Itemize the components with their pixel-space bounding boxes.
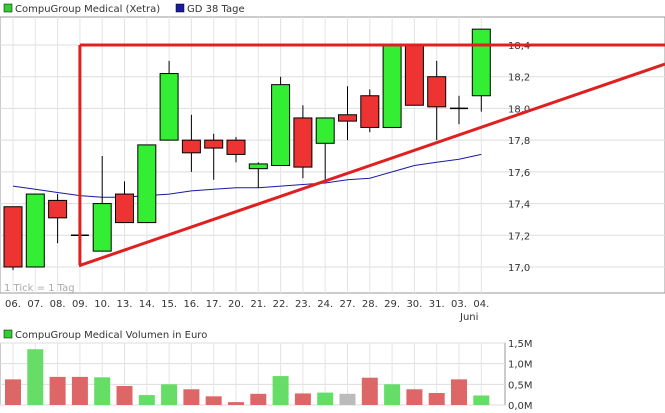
x-tick-label: 03.: [451, 299, 467, 310]
candle-body-up: [248, 163, 268, 170]
volume-bar: [428, 393, 445, 405]
volume-bar: [49, 376, 66, 405]
tick-note: 1 Tick = 1 Tag: [4, 283, 75, 294]
moving-average-layer: [12, 153, 482, 198]
volume-legend-swatch: [3, 329, 13, 339]
volume-bar: [294, 393, 311, 405]
candle-body-up: [159, 73, 179, 141]
candle-body-up: [471, 28, 491, 97]
x-tick-label: 14.: [139, 299, 155, 310]
volume-bar: [5, 379, 21, 405]
x-tick-label: 08.: [50, 299, 66, 310]
volume-bar: [161, 384, 178, 405]
x-tick-label: 06.: [5, 299, 21, 310]
x-tick-label: 13.: [117, 299, 133, 310]
x-axis: 06. 07. 08. 09. 10. 13. 14. 15. 16. 17. 20. 21. 22. 2…: [5, 299, 489, 310]
x-tick-label: 21.: [250, 299, 266, 310]
volume-bar: [183, 389, 200, 405]
candle-body-up: [137, 144, 157, 224]
volume-bar: [228, 402, 244, 405]
volume-bar: [317, 392, 334, 405]
price-legend-swatch-candles: [3, 3, 13, 13]
price-y-tick-label: 17,6: [508, 168, 530, 179]
candle-body-down: [293, 117, 313, 168]
volume-bar: [384, 384, 401, 405]
volume-bar: [27, 349, 44, 405]
volume-legend: CompuGroup Medical Volumen in Euro: [3, 329, 207, 341]
candle-body-down: [404, 44, 424, 106]
volume-legend-label: CompuGroup Medical Volumen in Euro: [15, 330, 207, 341]
price-y-tick-label: 17,4: [508, 200, 530, 211]
candle-body-down: [3, 206, 23, 268]
candle-body-down: [115, 193, 134, 224]
candle-body-up: [92, 203, 112, 252]
candle-body-down: [204, 139, 224, 149]
candle-body-up: [382, 44, 402, 128]
price-legend-swatch-average: [175, 3, 185, 13]
candle-body-down: [181, 139, 201, 154]
volume-y-tick-label: 1,5M: [508, 339, 533, 350]
x-tick-label: 24.: [317, 299, 333, 310]
x-tick-label: 04.: [473, 299, 489, 310]
price-y-tick-label: 17,2: [508, 231, 530, 242]
x-tick-label: 31.: [429, 299, 445, 310]
price-y-tick-label: 17,0: [508, 263, 530, 274]
volume-bars-layer: [5, 349, 490, 405]
x-tick-label: 16.: [183, 299, 199, 310]
volume-bar: [473, 395, 490, 405]
price-legend-label-candles: CompuGroup Medical (Xetra): [15, 4, 160, 15]
x-tick-label: 30.: [406, 299, 422, 310]
candle-body-down: [338, 114, 357, 122]
x-tick-label: 10.: [94, 299, 110, 310]
support-trendline: [79, 62, 665, 267]
price-y-tick-label: 18,2: [508, 73, 530, 84]
candles-layer: [3, 28, 491, 271]
trendline-layer: [78, 43, 665, 267]
candle-body-down: [226, 139, 246, 155]
x-tick-label: 27.: [340, 299, 356, 310]
price-y-tick-label: 17,8: [508, 136, 530, 147]
volume-bar: [361, 377, 378, 405]
volume-bar: [250, 393, 267, 405]
month-label: Juni: [459, 312, 478, 323]
candle-body-down: [360, 95, 380, 128]
candle-body-up: [25, 193, 45, 268]
volume-bar: [451, 379, 467, 405]
x-tick-label: 29.: [384, 299, 400, 310]
x-tick-label: 20.: [228, 299, 244, 310]
x-tick-label: 09.: [72, 299, 88, 310]
volume-bar: [94, 377, 111, 405]
price-legend-label-average: GD 38 Tage: [187, 4, 245, 15]
volume-y-tick-label: 1,0M: [508, 360, 533, 371]
moving-average-line: [12, 153, 482, 198]
volume-bar: [138, 395, 155, 405]
x-tick-label: 28.: [362, 299, 378, 310]
x-tick-label: 22.: [273, 299, 289, 310]
price-y-tick-label: 18,0: [508, 104, 530, 115]
candle-body-down: [427, 76, 447, 108]
x-tick-label: 23.: [295, 299, 311, 310]
candle-body-up: [315, 117, 335, 144]
price-legend: CompuGroup Medical (Xetra) GD 38 Tage: [3, 3, 245, 15]
volume-bar: [339, 393, 356, 405]
volume-bar: [406, 389, 423, 405]
candle-body-up: [271, 84, 291, 167]
x-tick-label: 15.: [161, 299, 177, 310]
volume-bar: [205, 396, 222, 405]
volume-bar: [116, 385, 133, 405]
volume-y-axis: 1,5M 1,0M 0,5M 0,0M: [508, 339, 533, 412]
volume-y-tick-label: 0,0M: [508, 401, 533, 412]
candle-body-down: [48, 199, 68, 219]
volume-y-tick-label: 0,5M: [508, 380, 533, 391]
volume-bar: [272, 376, 289, 405]
x-tick-label: 17.: [206, 299, 222, 310]
x-tick-label: 07.: [27, 299, 43, 310]
volume-bar: [71, 376, 88, 405]
